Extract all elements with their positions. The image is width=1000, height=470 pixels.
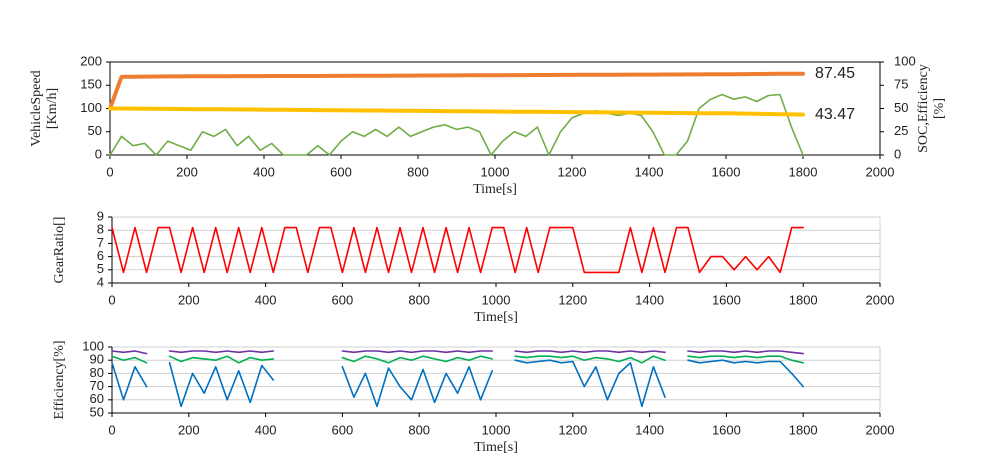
x-tick-label: 800 [408,292,430,307]
x-tick-label: 1200 [558,422,587,437]
y-axis-label: Efficiency[%] [52,340,67,419]
x-tick-label: 1800 [789,164,818,179]
x-tick-label: 600 [332,292,354,307]
x-tick-label: 2000 [866,422,895,437]
y2-axis-label: [%] [932,98,947,119]
y-axis-label: GearRatio[] [52,217,67,284]
x-tick-label: 1600 [712,292,741,307]
y-axis-label: [Km/h] [45,88,60,129]
x-tick-label: 1800 [789,292,818,307]
y-tick-label: 80 [90,365,104,380]
x-tick-label: 1200 [558,164,587,179]
x-tick-label: 400 [255,292,277,307]
y-tick-label: 5 [97,261,104,276]
series-line [111,355,804,364]
y-tick-label: 70 [90,378,104,393]
y2-tick-label: 25 [894,123,908,138]
x-tick-label: 200 [178,422,200,437]
x-tick-label: 600 [332,422,354,437]
x-tick-label: 0 [108,422,115,437]
y2-tick-label: 100 [894,53,916,68]
series-line [108,106,805,117]
y-tick-label: 6 [97,248,104,263]
x-axis-label: Time[s] [473,182,517,197]
x-tick-label: 2000 [866,164,895,179]
x-tick-label: 1800 [789,422,818,437]
y-tick-label: 0 [95,146,102,161]
y-tick-label: 100 [82,338,104,353]
y-tick-label: 200 [80,53,102,68]
x-tick-label: 1200 [558,292,587,307]
x-tick-label: 1400 [635,164,664,179]
x-tick-label: 800 [407,164,429,179]
series-line [108,71,805,111]
x-axis-label: Time[s] [474,440,518,455]
x-tick-label: 1600 [712,422,741,437]
y-tick-label: 8 [97,222,104,237]
series-line [111,226,804,274]
x-tick-label: 1000 [482,422,511,437]
x-tick-label: 1000 [482,292,511,307]
x-tick-label: 800 [408,422,430,437]
x-tick-label: 1400 [635,292,664,307]
x-axis-label: Time[s] [474,310,518,325]
x-tick-label: 0 [108,292,115,307]
x-tick-label: 200 [176,164,198,179]
y-tick-label: 50 [88,123,102,138]
y-tick-label: 50 [90,404,104,419]
x-tick-label: 0 [106,164,113,179]
end-value-label: 87.45 [815,65,855,82]
y-tick-label: 9 [97,208,104,223]
series-line [111,350,804,355]
y2-tick-label: 50 [894,100,908,115]
x-tick-label: 1000 [481,164,510,179]
y2-tick-label: 75 [894,77,908,92]
y-tick-label: 4 [97,274,104,289]
x-tick-label: 1400 [635,422,664,437]
y-axis-label: VehicleSpeed [29,70,44,146]
y-tick-label: 100 [80,100,102,115]
y-tick-label: 90 [90,352,104,367]
y-tick-label: 60 [90,391,104,406]
series-line [109,93,804,156]
x-tick-label: 1600 [712,164,741,179]
y-tick-label: 7 [97,235,104,250]
y2-axis-label: SOC,Efficiency [916,64,931,153]
y-tick-label: 150 [80,77,102,92]
series-line [111,359,804,408]
x-tick-label: 400 [255,422,277,437]
end-value-label: 43.47 [815,106,855,123]
y2-tick-label: 0 [894,146,901,161]
x-tick-label: 200 [178,292,200,307]
x-tick-label: 600 [330,164,352,179]
x-tick-label: 2000 [866,292,895,307]
x-tick-label: 400 [253,164,275,179]
